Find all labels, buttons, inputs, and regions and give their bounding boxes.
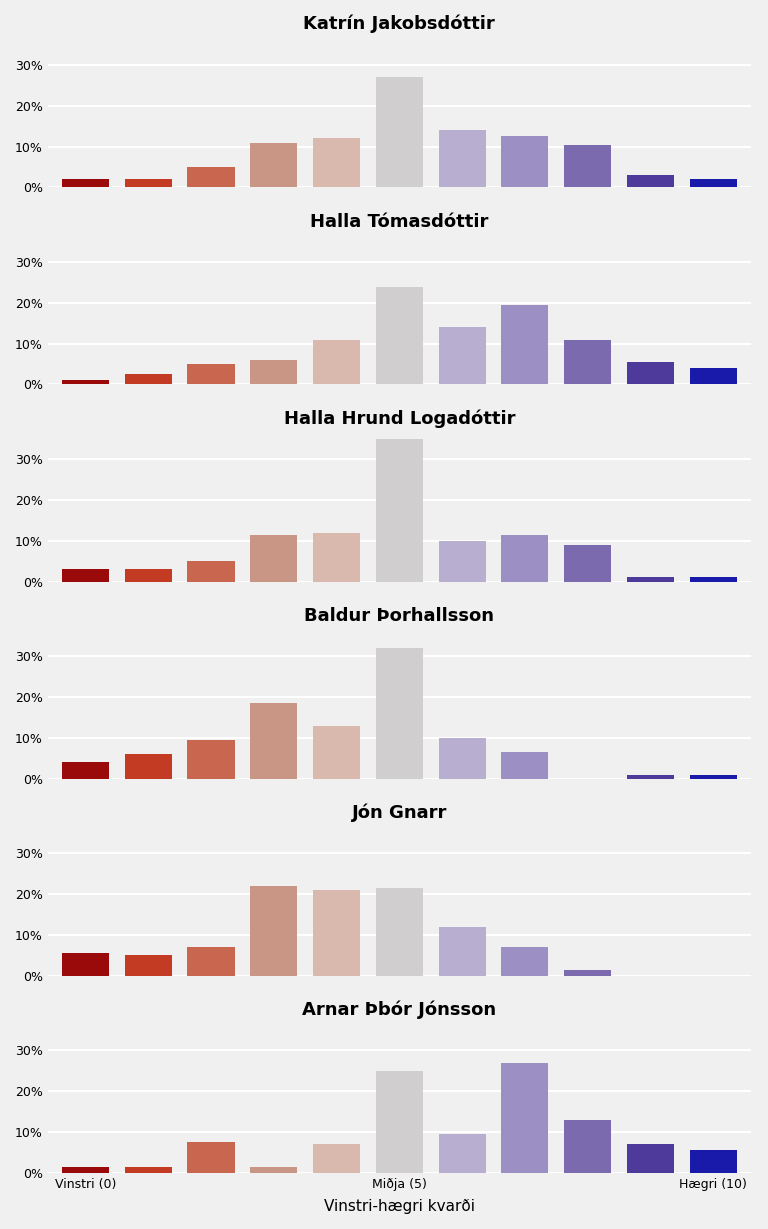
Bar (124, 375, 172, 385)
Bar (376, 286, 423, 385)
Bar (439, 327, 485, 385)
Bar (627, 1144, 674, 1172)
Bar (376, 439, 423, 581)
Bar (627, 363, 674, 385)
Bar (313, 1144, 360, 1172)
Bar (376, 648, 423, 779)
Bar (62, 569, 109, 581)
Title: Baldur Þorhallsson: Baldur Þorhallsson (304, 607, 495, 624)
Bar (564, 970, 611, 976)
Bar (187, 364, 234, 385)
Title: Katrín Jakobsdóttir: Katrín Jakobsdóttir (303, 15, 495, 33)
Bar (187, 740, 234, 779)
Title: Arnar Þbór Jónsson: Arnar Þbór Jónsson (303, 1000, 496, 1019)
Bar (250, 886, 297, 976)
Title: Halla Hrund Logadóttir: Halla Hrund Logadóttir (283, 409, 515, 428)
Bar (502, 305, 548, 385)
Bar (439, 737, 485, 779)
Bar (62, 954, 109, 976)
Bar (313, 532, 360, 581)
Bar (564, 339, 611, 385)
Bar (187, 562, 234, 581)
Bar (690, 578, 737, 581)
Bar (502, 948, 548, 976)
Bar (62, 179, 109, 187)
Bar (250, 143, 297, 187)
Title: Jón Gnarr: Jón Gnarr (352, 804, 447, 822)
Bar (502, 1063, 548, 1172)
Bar (124, 1166, 172, 1172)
X-axis label: Vinstri-hægri kvarði: Vinstri-hægri kvarði (324, 1200, 475, 1214)
Bar (250, 535, 297, 581)
Bar (124, 755, 172, 779)
Bar (376, 77, 423, 187)
Bar (124, 569, 172, 581)
Bar (187, 948, 234, 976)
Bar (439, 1134, 485, 1172)
Bar (376, 1070, 423, 1172)
Bar (313, 725, 360, 779)
Bar (502, 136, 548, 187)
Bar (502, 752, 548, 779)
Bar (690, 774, 737, 779)
Bar (124, 955, 172, 976)
Bar (439, 541, 485, 581)
Bar (187, 167, 234, 187)
Bar (439, 130, 485, 187)
Bar (313, 339, 360, 385)
Bar (62, 762, 109, 779)
Bar (564, 145, 611, 187)
Bar (627, 774, 674, 779)
Bar (502, 535, 548, 581)
Bar (690, 1150, 737, 1172)
Bar (690, 179, 737, 187)
Bar (250, 360, 297, 385)
Bar (250, 703, 297, 779)
Bar (439, 927, 485, 976)
Bar (62, 381, 109, 385)
Bar (376, 889, 423, 976)
Bar (313, 890, 360, 976)
Bar (250, 1166, 297, 1172)
Bar (62, 1166, 109, 1172)
Bar (564, 1120, 611, 1172)
Bar (627, 176, 674, 187)
Bar (690, 369, 737, 385)
Bar (187, 1142, 234, 1172)
Bar (627, 578, 674, 581)
Bar (124, 179, 172, 187)
Bar (313, 139, 360, 187)
Bar (564, 544, 611, 581)
Title: Halla Tómasdóttir: Halla Tómasdóttir (310, 213, 488, 231)
